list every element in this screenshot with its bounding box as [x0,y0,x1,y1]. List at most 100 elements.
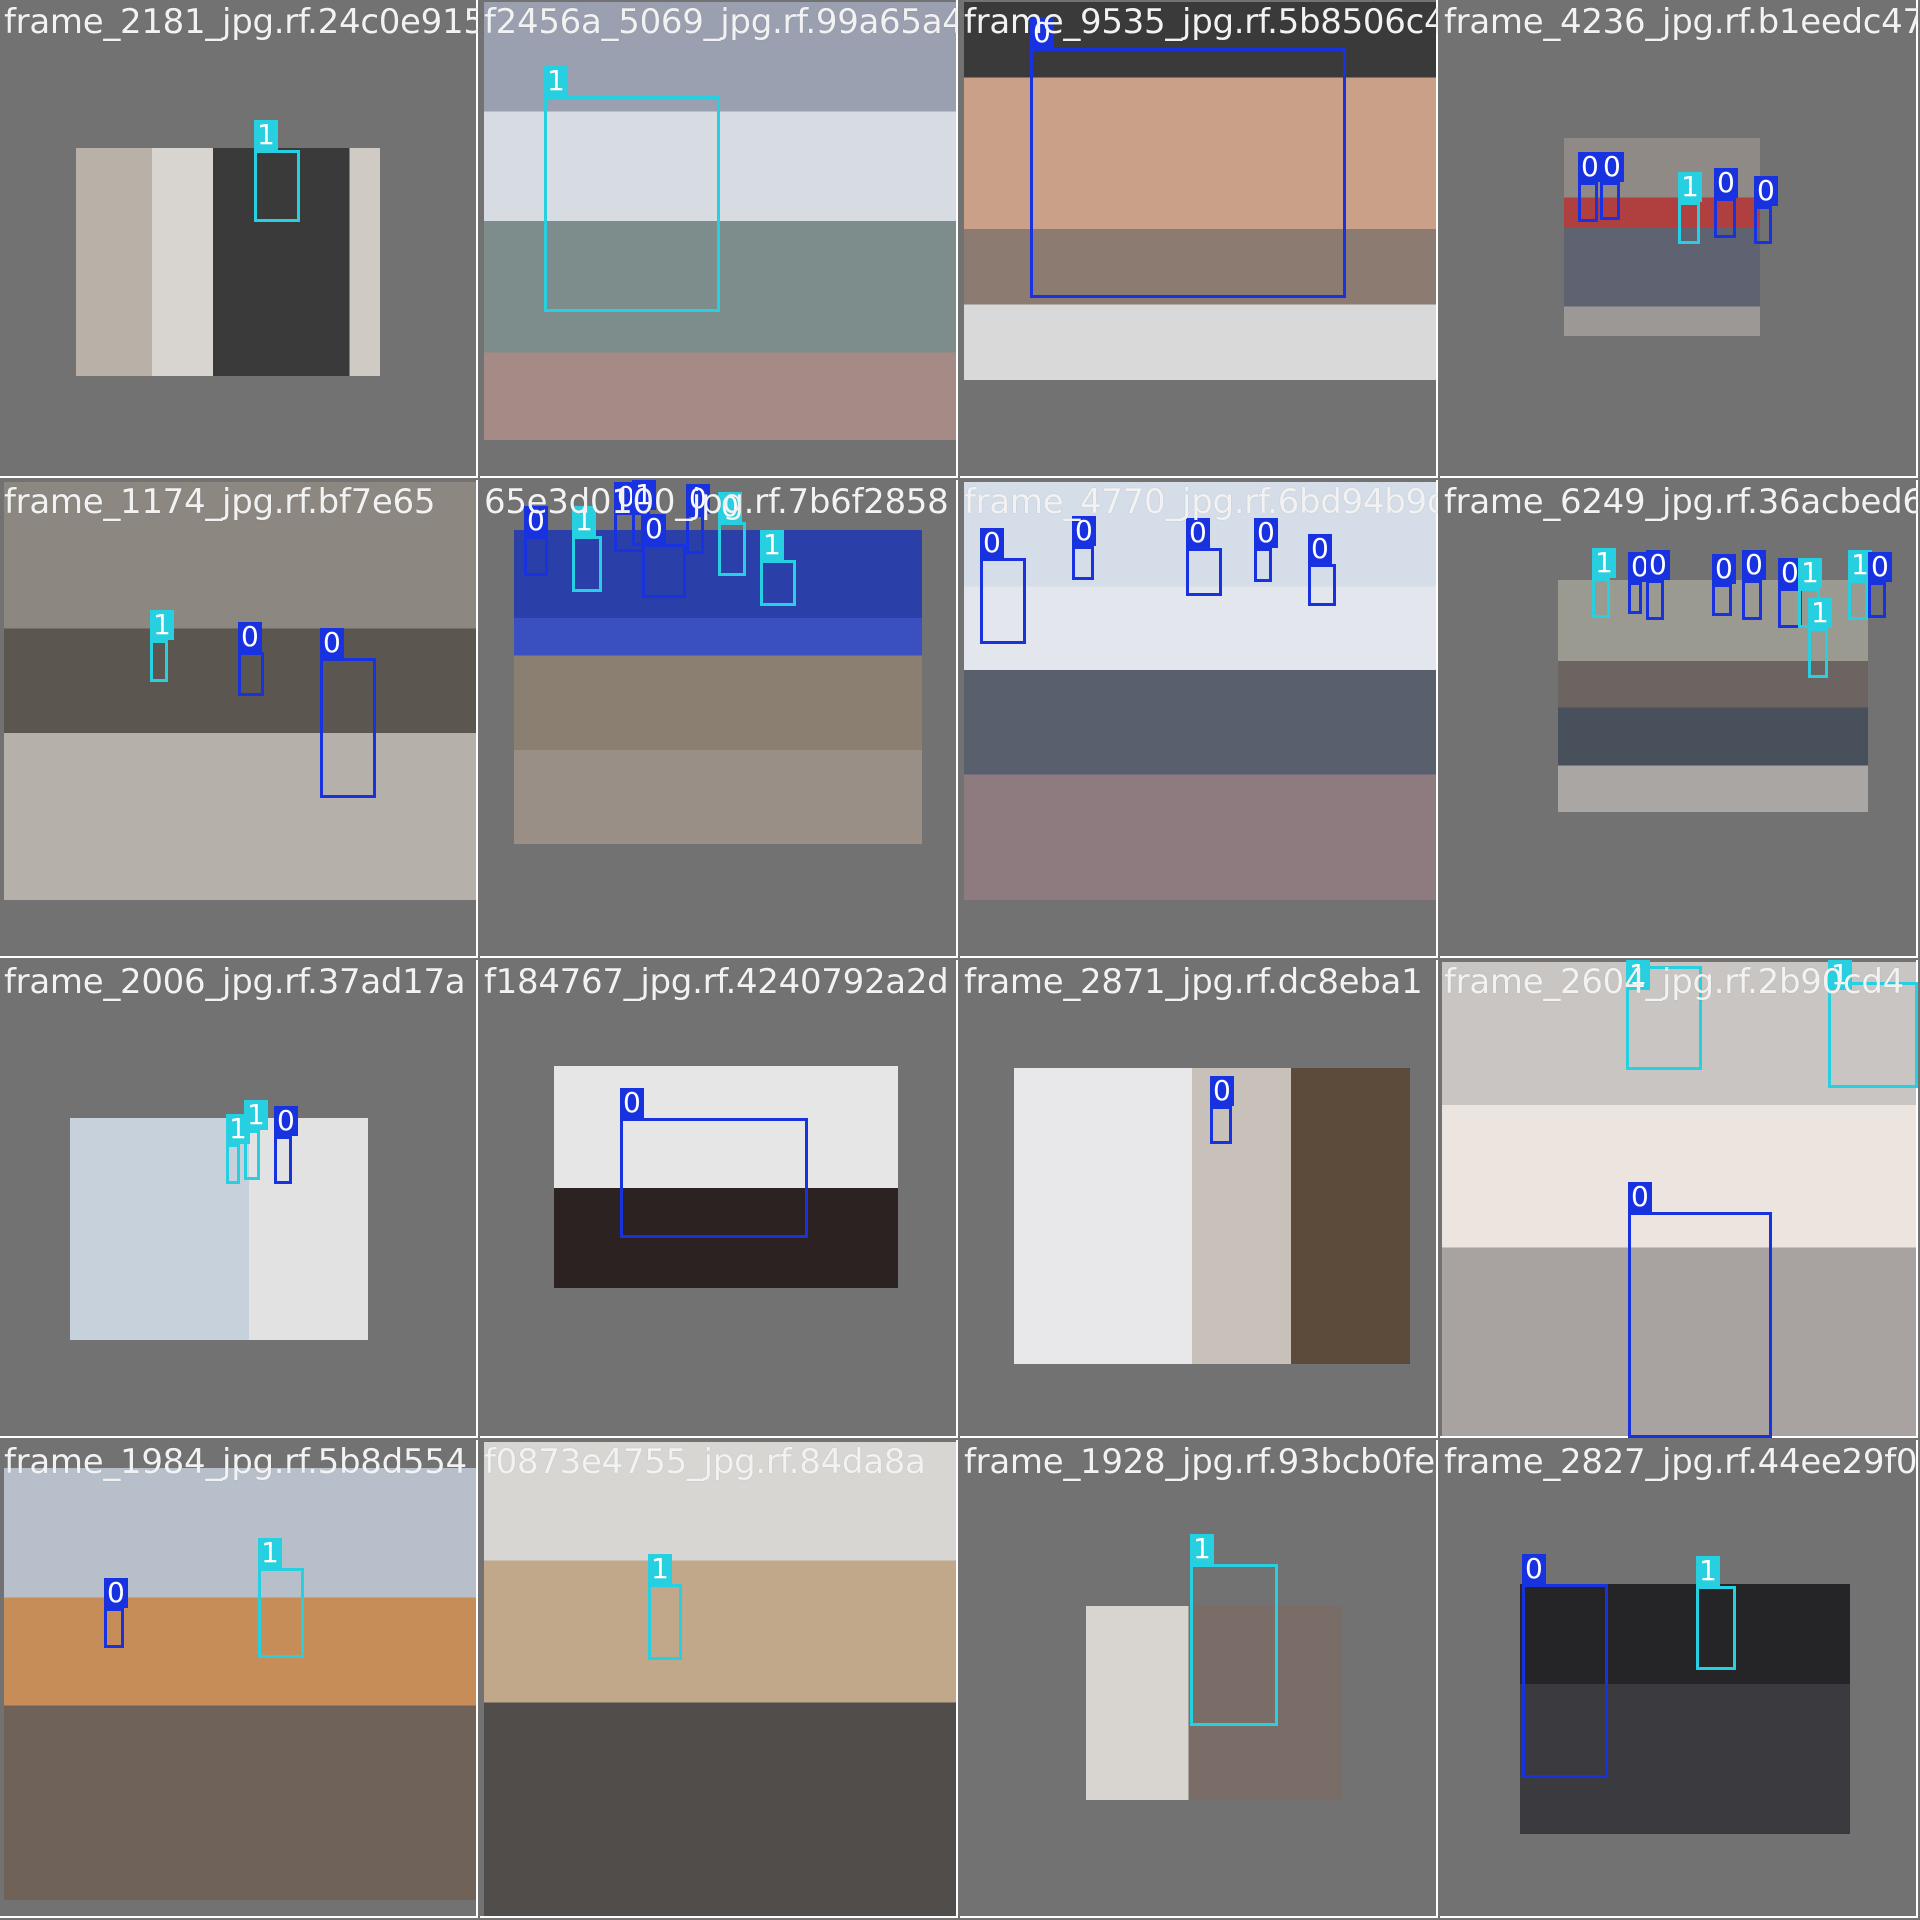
bounding-box [150,640,168,682]
tile-filename: frame_9535_jpg.rf.5b8506c4 [964,2,1438,42]
mosaic-tile: 1 frame_1928_jpg.rf.93bcb0fe [960,1440,1438,1918]
tile-filename: frame_6249_jpg.rf.36acbed6 [1444,482,1918,522]
mosaic-tile: 0 f184767_jpg.rf.4240792a2d [480,960,958,1438]
tile-photo [1442,962,1918,1438]
mosaic-tile: 1 f0873e4755_jpg.rf.84da8a [480,1440,958,1918]
class-label: 0 [1254,518,1278,548]
tile-photo [70,1118,368,1340]
class-label: 1 [1848,550,1872,580]
class-label: 0 [1778,558,1802,588]
class-label: 0 [1646,550,1670,580]
class-label: 0 [1308,534,1332,564]
class-label: 0 [980,528,1004,558]
tile-filename: frame_1984_jpg.rf.5b8d554 [4,1442,467,1482]
mosaic-tile: 1 frame_2181_jpg.rf.24c0e915 [0,0,478,478]
bounding-box [1742,580,1762,620]
tile-filename: frame_1174_jpg.rf.bf7e65 [4,482,436,522]
class-label: 0 [274,1106,298,1136]
mosaic-tile: 1 0 0 0 0 0 1 1 0 1 frame_6249_jpg.rf.36acbed6 [1440,480,1918,958]
class-label: 0 [1754,176,1778,206]
bounding-box [980,558,1026,644]
tile-filename: f0873e4755_jpg.rf.84da8a [484,1442,926,1482]
tile-photo [484,1442,958,1916]
bounding-box [648,1584,682,1660]
bounding-box [620,1118,808,1238]
class-label: 1 [1678,172,1702,202]
bounding-box [1754,206,1772,244]
bounding-box [244,1130,260,1180]
tile-photo [514,530,922,844]
bounding-box [1626,966,1702,1070]
bounding-box [1522,1584,1608,1778]
class-label: 0 [104,1578,128,1608]
class-label: 1 [244,1100,268,1130]
tile-filename: frame_2181_jpg.rf.24c0e915 [4,2,478,42]
class-label: 1 [632,480,656,510]
bounding-box [544,96,720,312]
tile-filename: f2456a_5069_jpg.rf.99a65a49 [484,2,958,42]
bounding-box [104,1608,124,1648]
bounding-box [320,658,376,798]
bounding-box [572,536,602,592]
class-label: 0 [1030,18,1054,48]
mosaic-tile: 0 0 0 0 0 frame_4770_jpg.rf.6bd94b9d [960,480,1438,958]
class-label: 0 [1186,518,1210,548]
bounding-box [1678,202,1700,244]
bounding-box [524,536,548,576]
bounding-box [1646,580,1664,620]
bounding-box [760,560,796,606]
tile-photo [554,1066,898,1288]
class-label: 1 [254,120,278,150]
class-label: 1 [544,66,568,96]
mosaic-tile: 0 frame_9535_jpg.rf.5b8506c4 [960,0,1438,478]
class-label: 0 [686,484,710,514]
tile-filename: frame_4236_jpg.rf.b1eedc47 [1444,2,1918,42]
tile-filename: frame_2827_jpg.rf.44ee29f07 [1444,1442,1918,1482]
bounding-box [1210,1106,1232,1144]
tile-filename: frame_2871_jpg.rf.dc8eba1 [964,962,1423,1002]
class-label: 1 [258,1538,282,1568]
class-label: 1 [760,530,784,560]
class-label: 0 [718,492,742,522]
bounding-box [1712,584,1732,616]
class-label: 1 [150,610,174,640]
tile-photo [1086,1606,1342,1800]
tile-photo [964,482,1438,900]
tile-photo [964,2,1438,380]
tile-photo [76,148,380,376]
mosaic-tile: 0 1 0 0 0 0 1 1 65e3d0100_jpg.rf.7b6f2858 [480,480,958,958]
bounding-box [1308,564,1336,606]
class-label: 0 [1742,550,1766,580]
class-label: 0 [1868,552,1892,582]
bounding-box [1190,1564,1278,1726]
class-label: 0 [1628,1182,1652,1212]
class-label: 0 [1714,168,1738,198]
mosaic-tile: 1 1 0 frame_2006_jpg.rf.37ad17a [0,960,478,1438]
bounding-box [1254,548,1272,582]
class-label: 1 [1626,960,1650,990]
mosaic-tile: 1 f2456a_5069_jpg.rf.99a65a49 [480,0,958,478]
class-label: 1 [1696,1556,1720,1586]
class-label: 0 [620,1088,644,1118]
class-label: 0 [1072,516,1096,546]
class-label: 0 [320,628,344,658]
class-label: 1 [1808,598,1832,628]
class-label: 0 [1712,554,1736,584]
class-label: 1 [1798,558,1822,588]
mosaic-tile: 0 0 1 0 0 frame_4236_jpg.rf.b1eedc47 [1440,0,1918,478]
class-label: 0 [1628,552,1652,582]
bounding-box [1186,548,1222,596]
bounding-box [1578,182,1598,222]
bounding-box [238,652,264,696]
class-label: 1 [1828,960,1852,990]
bounding-box [1696,1586,1736,1670]
class-label: 0 [1600,152,1624,182]
bounding-box [226,1144,240,1184]
bounding-box [1828,982,1918,1088]
mosaic-tile: 1 0 0 frame_1174_jpg.rf.bf7e65 [0,480,478,958]
class-label: 1 [648,1554,672,1584]
class-label: 1 [1190,1534,1214,1564]
class-label: 0 [614,482,638,512]
tile-photo [1520,1584,1850,1834]
class-label: 0 [1522,1554,1546,1584]
